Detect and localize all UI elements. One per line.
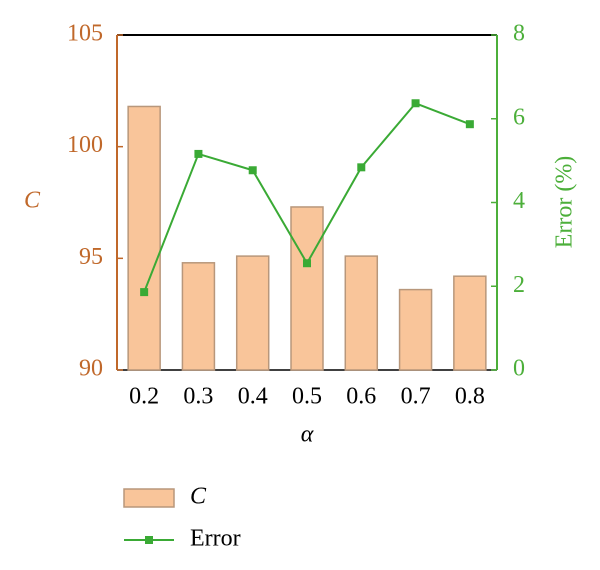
x-tick-label: 0.4 bbox=[238, 384, 268, 410]
bar bbox=[290, 206, 324, 371]
bar bbox=[235, 255, 270, 371]
line-marker bbox=[465, 120, 474, 129]
x-tick-label: 0.7 bbox=[401, 384, 431, 410]
y-tick-label: 105 bbox=[67, 21, 103, 47]
line-marker bbox=[140, 288, 149, 297]
y2-axis-label: Error (%) bbox=[552, 156, 578, 249]
bar bbox=[127, 105, 161, 371]
x-tick-label: 0.3 bbox=[183, 384, 213, 410]
legend-swatch bbox=[123, 488, 175, 508]
legend-label: C bbox=[190, 484, 207, 510]
legend-marker bbox=[145, 536, 153, 544]
x-tick-label: 0.2 bbox=[129, 384, 159, 410]
y2-tick-label: 0 bbox=[513, 356, 525, 382]
y-axis-label: C bbox=[24, 188, 41, 214]
line-marker bbox=[357, 163, 366, 172]
bar bbox=[344, 255, 379, 371]
x-tick-label: 0.6 bbox=[346, 384, 376, 410]
y-tick-label: 90 bbox=[79, 356, 103, 382]
bar bbox=[181, 262, 216, 371]
line-marker bbox=[411, 99, 420, 108]
bar bbox=[453, 275, 487, 371]
y-tick-label: 100 bbox=[67, 132, 103, 158]
y2-tick-label: 4 bbox=[513, 188, 525, 214]
y2-tick-label: 8 bbox=[513, 21, 525, 47]
x-tick-label: 0.5 bbox=[292, 384, 322, 410]
line-marker bbox=[303, 259, 311, 268]
line-marker bbox=[194, 149, 203, 158]
line-marker bbox=[248, 166, 257, 175]
y2-tick-label: 6 bbox=[513, 104, 525, 130]
legend-label: Error bbox=[190, 526, 241, 552]
x-axis-label: α bbox=[301, 422, 314, 448]
bar bbox=[398, 288, 433, 371]
x-tick-label: 0.8 bbox=[455, 384, 485, 410]
y-tick-label: 95 bbox=[79, 244, 103, 270]
y2-tick-label: 2 bbox=[513, 272, 525, 298]
